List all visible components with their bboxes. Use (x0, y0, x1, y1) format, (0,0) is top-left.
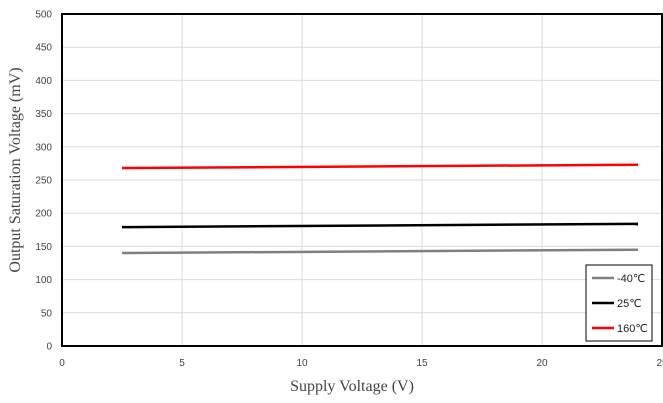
y-tick-label: 0 (46, 342, 52, 353)
tick-layer: 0 50 100 150 200 250 300 350 400 450 500 0 5 10 15 20 25 (35, 10, 663, 370)
y-tick-label: 150 (35, 242, 52, 253)
y-tick-label: 300 (35, 142, 52, 153)
plot-border (61, 13, 663, 347)
legend: -40℃ 25℃ 160℃ (585, 264, 653, 342)
x-tick-label: 10 (296, 358, 308, 369)
x-tick-label: 15 (416, 358, 428, 369)
y-tick-label: 200 (35, 209, 52, 220)
x-tick-label: 5 (179, 358, 185, 369)
series-layer (121, 163, 639, 255)
x-tick-label: 20 (536, 358, 548, 369)
y-tick-label: 250 (35, 176, 52, 187)
y-tick-label: 100 (35, 275, 52, 286)
x-tick-label: 0 (59, 358, 65, 369)
legend-label-2: 160℃ (617, 323, 648, 335)
y-tick-label: 450 (35, 43, 52, 54)
x-tick-label: 25 (656, 358, 663, 369)
y-tick-label: 50 (41, 308, 53, 319)
grid-layer (61, 13, 663, 347)
legend-label-0: -40℃ (617, 273, 645, 285)
series-line-2 (121, 163, 639, 170)
legend-label-1: 25℃ (617, 298, 642, 310)
x-axis-title: Supply Voltage (V) (290, 378, 414, 395)
series-line-1 (121, 222, 639, 229)
legend-items: -40℃ 25℃ 160℃ (592, 273, 648, 335)
y-tick-label: 350 (35, 109, 52, 120)
y-axis-title: Output Saturation Voltage (mV) (7, 67, 24, 272)
series-line-0 (121, 248, 639, 255)
y-tick-label: 400 (35, 76, 52, 87)
y-tick-label: 500 (35, 10, 52, 21)
